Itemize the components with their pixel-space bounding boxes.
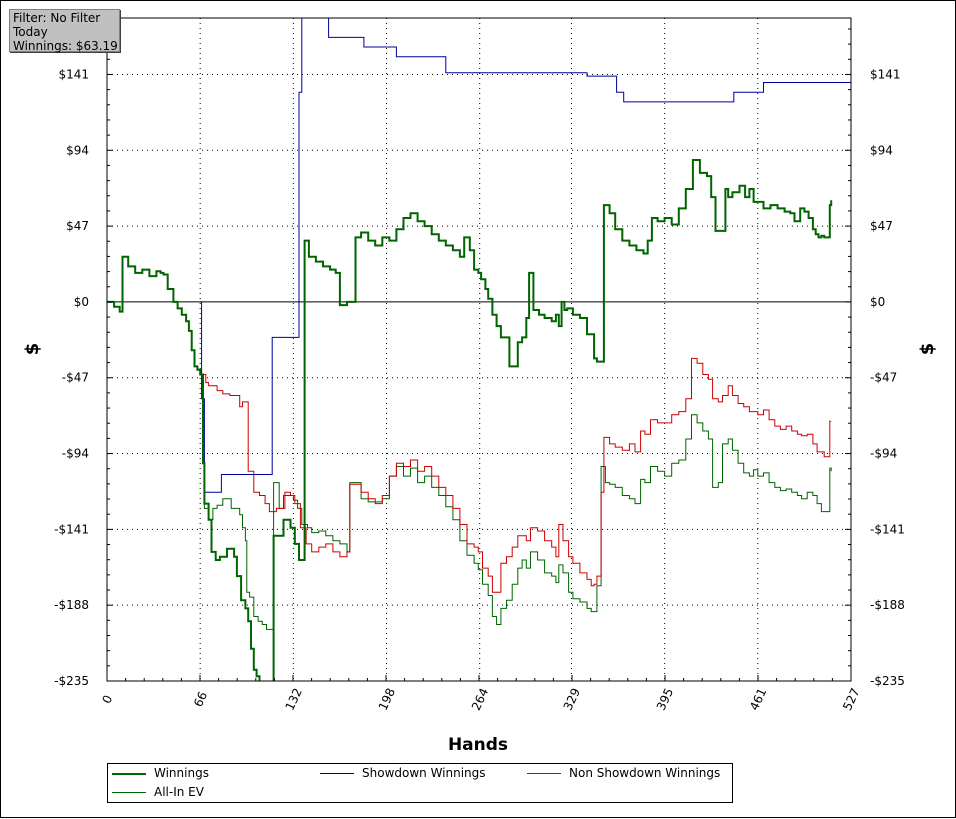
y-tick-label-right-7: -$188 [870,598,905,612]
x-tick-label-0: 0 [99,693,115,706]
legend-item-non-showdown: Non Showdown Winnings [527,765,720,781]
x-tick-label-7: 461 [747,686,769,713]
y-tick-label-right-1: $94 [870,143,893,157]
y-tick-label-right-3: $0 [870,295,885,309]
x-tick-label-2: 132 [283,686,305,713]
y-tick-label-left-1: $94 [66,143,89,157]
x-tick-label-3: 198 [376,686,398,713]
x-tick-label-5: 329 [561,686,583,713]
y-axis-right-tick-labels: $141 $94 $47 $0 -$47 -$94 -$141 -$188 -$235 [870,67,905,688]
legend-item-showdown: Showdown Winnings [320,765,486,781]
legend-item-winnings: Winnings [112,765,209,781]
x-tick-label-4: 264 [469,686,491,713]
y-axis-left-tick-labels: $141 $94 $47 $0 -$47 -$94 -$141 -$188 -$235 [54,67,89,688]
filter-label: Filter: No Filter [13,11,101,25]
series-lines [107,18,851,681]
filter-info-box: Filter: No Filter Today Winnings: $63.19 [9,9,120,53]
legend-label-winnings: Winnings [154,766,209,780]
y-axis-label-left: $ [22,343,43,356]
legend-swatch-showdown [320,773,354,774]
x-tick-label-6: 395 [654,686,676,713]
y-tick-label-left-7: -$188 [54,598,89,612]
period-label: Today [13,25,48,39]
x-tick-label-8: 527 [840,686,862,713]
y-tick-label-left-0: $141 [58,67,89,81]
y-tick-label-right-0: $141 [870,67,901,81]
x-axis-label: Hands [448,735,508,755]
x-axis-tick-labels: 0 66 132 198 264 329 395 461 527 [99,686,862,713]
legend-label-showdown: Showdown Winnings [362,766,486,780]
series-line-non-showdown-winnings [200,357,832,593]
x-tick-label-1: 66 [191,689,210,709]
y-tick-label-left-5: -$94 [62,447,89,461]
series-line-showdown-winnings [200,18,851,493]
y-tick-label-right-4: -$47 [870,371,897,385]
legend: Winnings Showdown Winnings Non Showdown … [107,763,733,803]
grid [107,18,851,682]
y-tick-label-right-6: -$141 [870,522,905,536]
axis-ticks [106,28,852,682]
legend-label-all-in-ev: All-In EV [154,785,204,799]
y-tick-label-right-5: -$94 [870,447,897,461]
plot-area-border [106,17,852,682]
legend-swatch-all-in-ev [112,792,146,793]
legend-swatch-winnings [112,772,146,775]
y-tick-label-left-3: $0 [74,295,89,309]
y-tick-label-left-2: $47 [66,219,89,233]
legend-swatch-non-showdown [527,773,561,774]
y-tick-label-right-8: -$235 [870,674,905,688]
y-axis-label-right: $ [917,343,938,356]
series-line-winnings [107,159,833,681]
winnings-label: Winnings: $63.19 [13,39,118,53]
y-tick-label-left-4: -$47 [62,371,89,385]
legend-label-non-showdown: Non Showdown Winnings [569,766,721,780]
legend-item-all-in-ev: All-In EV [112,784,204,800]
y-tick-label-right-2: $47 [870,219,893,233]
y-tick-label-left-8: -$235 [54,674,89,688]
y-tick-label-left-6: -$141 [54,522,89,536]
